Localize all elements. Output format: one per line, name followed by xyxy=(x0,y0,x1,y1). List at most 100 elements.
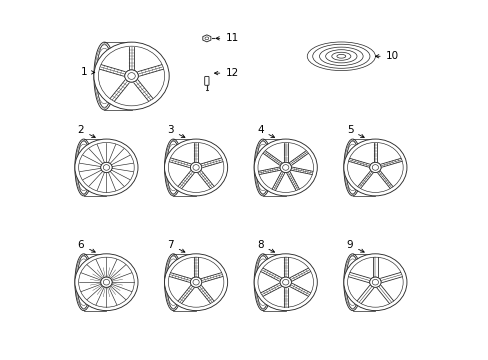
Text: 7: 7 xyxy=(167,240,184,252)
Text: 8: 8 xyxy=(257,240,274,252)
Ellipse shape xyxy=(190,277,202,287)
Text: 10: 10 xyxy=(375,51,398,61)
Ellipse shape xyxy=(75,254,138,311)
Ellipse shape xyxy=(103,279,109,285)
Ellipse shape xyxy=(347,143,402,193)
Ellipse shape xyxy=(75,254,92,311)
Text: 9: 9 xyxy=(346,240,364,252)
Ellipse shape xyxy=(101,162,112,172)
Ellipse shape xyxy=(168,257,224,307)
Ellipse shape xyxy=(98,46,164,106)
Ellipse shape xyxy=(280,162,291,172)
Ellipse shape xyxy=(331,52,350,60)
Ellipse shape xyxy=(369,277,380,287)
Ellipse shape xyxy=(281,279,289,286)
Ellipse shape xyxy=(369,162,380,172)
Ellipse shape xyxy=(101,277,112,287)
Ellipse shape xyxy=(319,47,363,66)
Ellipse shape xyxy=(374,162,375,164)
Ellipse shape xyxy=(75,139,92,196)
Ellipse shape xyxy=(204,37,208,40)
Ellipse shape xyxy=(258,143,313,193)
Ellipse shape xyxy=(124,70,138,82)
Text: 3: 3 xyxy=(167,125,184,138)
Ellipse shape xyxy=(192,279,200,286)
Ellipse shape xyxy=(200,166,201,167)
Ellipse shape xyxy=(379,166,380,167)
Ellipse shape xyxy=(371,170,372,171)
Ellipse shape xyxy=(254,254,317,311)
Ellipse shape xyxy=(75,139,138,196)
Ellipse shape xyxy=(110,280,111,282)
Text: 4: 4 xyxy=(257,125,274,138)
Ellipse shape xyxy=(168,143,224,193)
Ellipse shape xyxy=(312,44,369,68)
Ellipse shape xyxy=(256,255,269,309)
Ellipse shape xyxy=(254,254,271,311)
Ellipse shape xyxy=(190,162,202,172)
Ellipse shape xyxy=(195,277,196,278)
Ellipse shape xyxy=(285,163,286,164)
Ellipse shape xyxy=(101,280,102,282)
Ellipse shape xyxy=(369,162,380,172)
Ellipse shape xyxy=(379,280,380,282)
Ellipse shape xyxy=(79,257,134,307)
Ellipse shape xyxy=(101,277,112,287)
Ellipse shape xyxy=(164,139,182,196)
Ellipse shape xyxy=(103,165,109,170)
Ellipse shape xyxy=(347,257,402,307)
Ellipse shape xyxy=(280,277,291,287)
Ellipse shape xyxy=(126,72,136,80)
Ellipse shape xyxy=(285,277,286,278)
Ellipse shape xyxy=(289,166,290,167)
Ellipse shape xyxy=(289,280,290,282)
Ellipse shape xyxy=(371,165,378,170)
Ellipse shape xyxy=(371,164,379,171)
Ellipse shape xyxy=(198,170,199,171)
Ellipse shape xyxy=(346,255,358,309)
Ellipse shape xyxy=(371,279,378,285)
Ellipse shape xyxy=(287,170,288,171)
Ellipse shape xyxy=(282,279,288,285)
Text: 2: 2 xyxy=(78,125,95,138)
Ellipse shape xyxy=(280,280,281,282)
Ellipse shape xyxy=(78,140,90,194)
Ellipse shape xyxy=(190,277,202,287)
Ellipse shape xyxy=(78,255,90,309)
Ellipse shape xyxy=(306,42,375,71)
Ellipse shape xyxy=(343,139,406,196)
Ellipse shape xyxy=(377,285,378,286)
Ellipse shape xyxy=(94,42,115,110)
Text: 1: 1 xyxy=(81,67,95,77)
Ellipse shape xyxy=(254,139,271,196)
Ellipse shape xyxy=(192,285,193,286)
Ellipse shape xyxy=(125,74,126,75)
Ellipse shape xyxy=(192,164,200,171)
Ellipse shape xyxy=(127,73,135,79)
Ellipse shape xyxy=(127,80,129,81)
Ellipse shape xyxy=(130,70,132,72)
Ellipse shape xyxy=(336,54,345,58)
Ellipse shape xyxy=(371,285,372,286)
Ellipse shape xyxy=(164,254,227,311)
Ellipse shape xyxy=(192,170,193,171)
Ellipse shape xyxy=(97,44,112,108)
Ellipse shape xyxy=(134,80,135,81)
Ellipse shape xyxy=(124,70,138,82)
Ellipse shape xyxy=(193,165,199,170)
Ellipse shape xyxy=(102,279,110,286)
Ellipse shape xyxy=(94,42,169,110)
Ellipse shape xyxy=(280,277,291,287)
Ellipse shape xyxy=(282,165,288,170)
Ellipse shape xyxy=(101,162,112,172)
Text: 12: 12 xyxy=(214,68,238,78)
Polygon shape xyxy=(203,35,210,42)
Ellipse shape xyxy=(167,140,179,194)
Ellipse shape xyxy=(256,140,269,194)
Ellipse shape xyxy=(343,254,361,311)
Ellipse shape xyxy=(110,166,111,167)
Ellipse shape xyxy=(325,50,356,63)
Text: 11: 11 xyxy=(216,33,238,43)
Ellipse shape xyxy=(164,139,227,196)
Ellipse shape xyxy=(369,277,380,287)
